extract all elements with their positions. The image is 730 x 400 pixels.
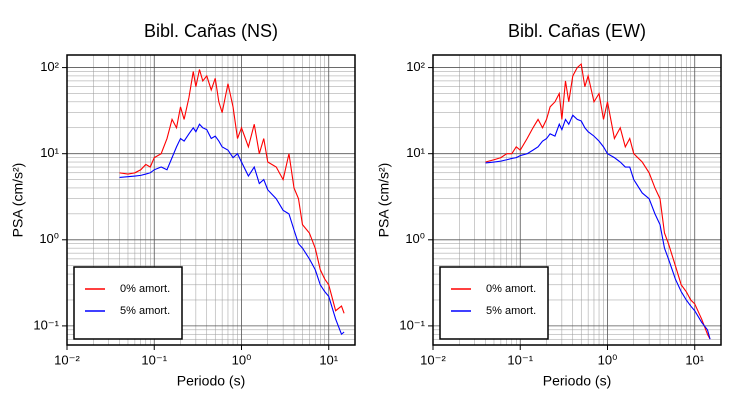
legend-label: 0% amort. [120, 283, 170, 295]
y-tick-label: 10⁻¹ [399, 317, 425, 332]
x-tick-label: 10⁻¹ [141, 352, 167, 367]
legend-box [73, 266, 183, 340]
series-line [485, 114, 711, 340]
legend-label: 5% amort. [120, 305, 170, 317]
y-tick-label: 10⁰ [405, 231, 425, 246]
y-tick-label: 10² [406, 59, 425, 74]
plot-frame [66, 54, 356, 346]
y-tick-label: 10¹ [40, 145, 59, 160]
x-axis-label: Periodo (s) [177, 373, 245, 389]
chart-title: Bibl. Cañas (NS) [144, 21, 278, 41]
x-axis-label: Periodo (s) [543, 373, 611, 389]
x-tick-label: 10¹ [685, 352, 704, 367]
y-axis-label: PSA (cm/s²) [376, 163, 392, 238]
x-tick-label: 10⁰ [232, 352, 252, 367]
legend-label: 0% amort. [486, 283, 536, 295]
x-tick-label: 10⁻² [420, 352, 446, 367]
x-tick-label: 10⁻¹ [507, 352, 533, 367]
chart-title: Bibl. Cañas (EW) [508, 21, 646, 41]
y-axis-label: PSA (cm/s²) [10, 163, 26, 238]
x-tick-label: 10⁻² [54, 352, 80, 367]
legend-label: 5% amort. [486, 305, 536, 317]
x-tick-label: 10¹ [319, 352, 338, 367]
y-tick-label: 10² [40, 59, 59, 74]
series-line [119, 123, 345, 336]
legend-box [439, 266, 549, 340]
plot-frame [432, 54, 722, 346]
x-tick-label: 10⁰ [598, 352, 618, 367]
series-line [485, 62, 711, 340]
y-tick-label: 10¹ [406, 145, 425, 160]
y-tick-label: 10⁻¹ [33, 317, 59, 332]
series-line [119, 69, 345, 314]
y-tick-label: 10⁰ [39, 231, 59, 246]
